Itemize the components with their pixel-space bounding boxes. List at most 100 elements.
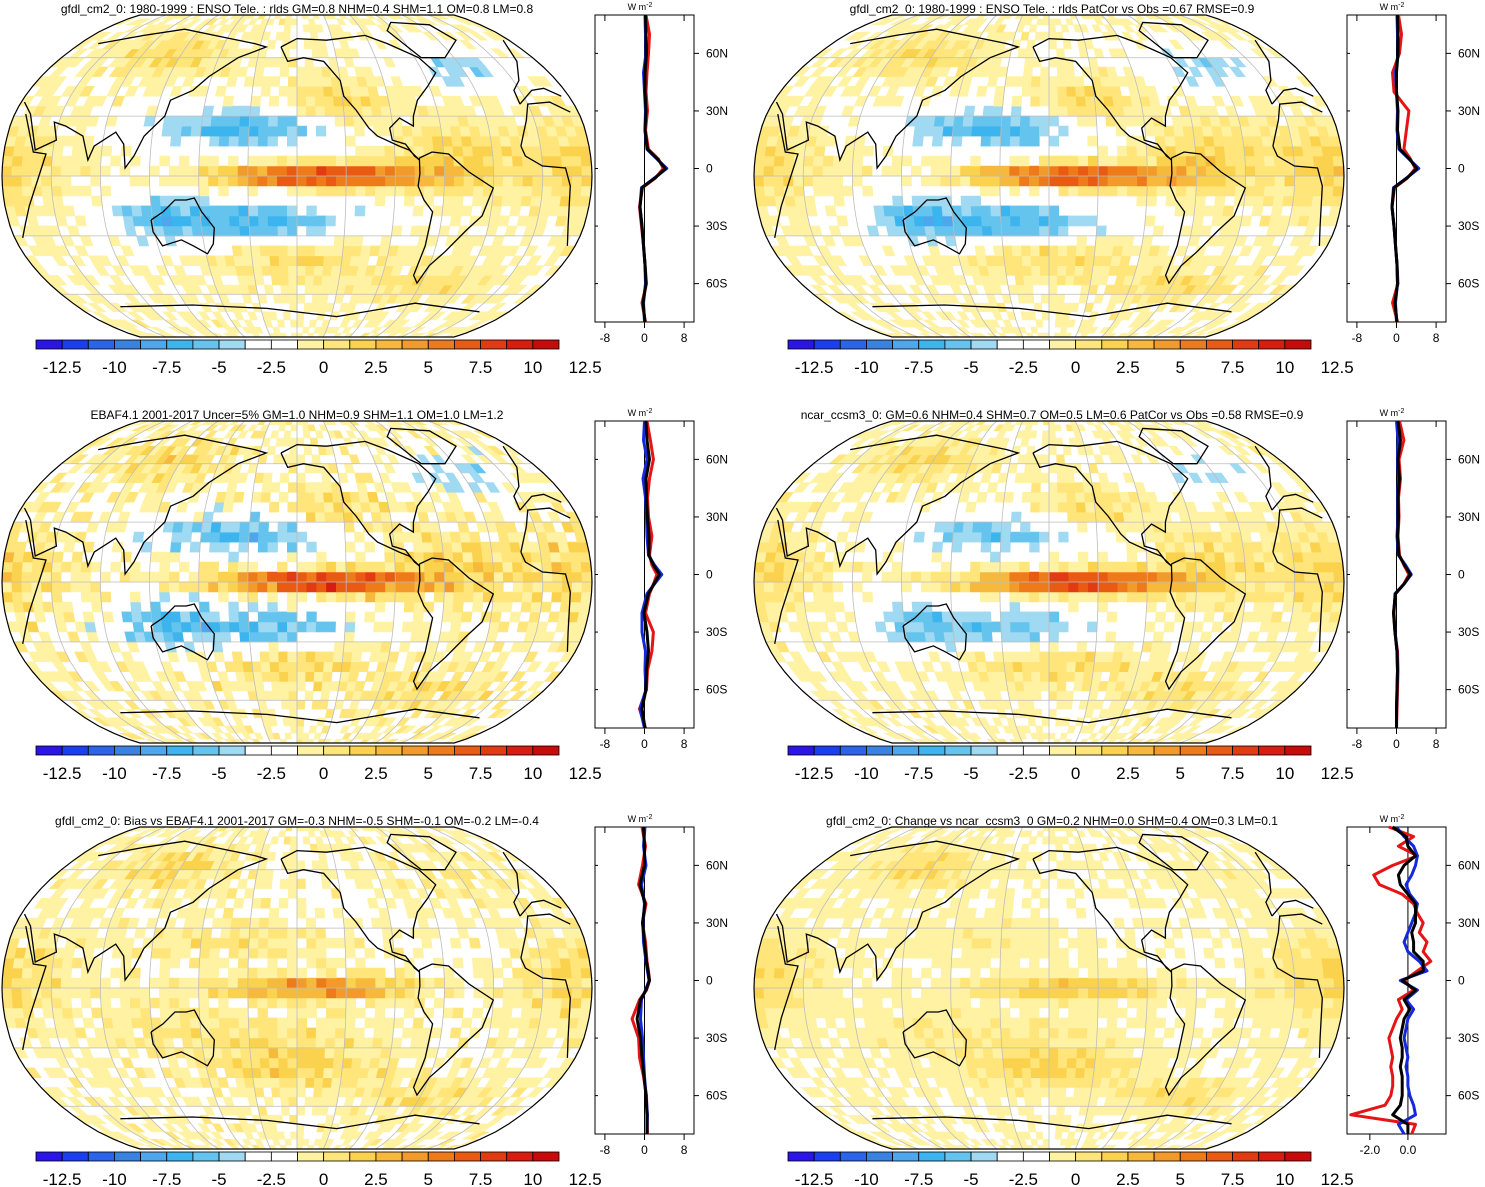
field-cell	[374, 155, 386, 167]
field-cell	[241, 732, 253, 740]
colorbar-swatch	[323, 339, 351, 350]
field-cell	[1287, 265, 1306, 276]
field-cell	[306, 541, 317, 553]
field-cell	[1274, 165, 1286, 177]
field-cell	[233, 491, 245, 503]
profile-line-black	[638, 14, 667, 323]
field-cell	[90, 155, 102, 167]
field-cell	[1068, 175, 1079, 187]
field-cell	[763, 591, 776, 603]
field-cell	[242, 255, 254, 267]
field-cell	[401, 531, 414, 543]
field-cell	[335, 165, 347, 177]
field-cell	[313, 275, 323, 286]
field-cell	[1212, 135, 1225, 147]
field-cell	[132, 621, 145, 633]
field-cell	[1253, 601, 1265, 613]
field-cell	[1073, 681, 1084, 692]
field-cell	[287, 115, 298, 127]
field-cell	[228, 135, 240, 147]
field-cell	[990, 205, 1002, 217]
field-cell	[208, 165, 219, 177]
field-cell	[970, 611, 982, 623]
field-cell	[1065, 18, 1074, 26]
field-cell	[999, 175, 1011, 187]
field-cell	[176, 725, 194, 734]
field-cell	[268, 311, 278, 321]
field-cell	[238, 135, 250, 147]
field-cell	[343, 57, 355, 68]
field-cell	[257, 421, 267, 426]
field-cell	[249, 105, 261, 117]
field-cell	[170, 205, 182, 217]
field-cell	[1243, 145, 1255, 157]
field-cell	[891, 165, 903, 177]
field-cell	[922, 611, 934, 623]
field-cell	[335, 591, 347, 603]
field-cell	[131, 18, 151, 26]
field-cell	[333, 430, 344, 439]
field-cell	[372, 115, 384, 127]
field-cell	[365, 581, 377, 593]
meridian-line	[1127, 15, 1197, 337]
lat-label: 30N	[706, 104, 728, 118]
field-cell	[354, 681, 366, 692]
field-cell	[546, 511, 562, 523]
coastlines	[22, 21, 571, 318]
field-cell	[1038, 581, 1050, 593]
field-cell	[442, 725, 464, 734]
field-cell	[1039, 95, 1050, 107]
colorbar-swatch	[532, 339, 560, 350]
field-cell	[981, 125, 992, 137]
field-cell	[846, 302, 867, 313]
field-cell	[296, 125, 308, 137]
field-cell	[269, 255, 280, 267]
field-cell	[198, 561, 210, 573]
field-cell	[282, 31, 291, 41]
field-cell	[209, 205, 221, 217]
field-cell	[12, 601, 25, 613]
coastline	[150, 197, 215, 255]
field-cell	[922, 205, 934, 217]
field-cell	[1145, 195, 1158, 207]
field-cell	[1058, 571, 1070, 583]
field-cell	[61, 601, 74, 613]
field-cell	[172, 521, 185, 533]
field-cell	[277, 215, 288, 227]
field-cell	[178, 155, 190, 167]
field-cell	[331, 86, 343, 97]
field-cell	[202, 293, 216, 304]
field-cell	[921, 708, 937, 719]
field-cell	[1023, 681, 1033, 692]
field-cell	[450, 95, 465, 107]
field-cell	[91, 601, 103, 613]
field-cell	[1113, 105, 1125, 117]
field-cell	[1087, 732, 1099, 740]
field-cell	[229, 125, 240, 137]
field-cell	[842, 165, 853, 177]
field-cell	[433, 185, 445, 197]
field-cell	[1009, 571, 1020, 583]
field-cell	[267, 175, 278, 187]
field-cell	[1036, 18, 1044, 26]
field-cell	[892, 601, 904, 613]
field-cell	[922, 699, 938, 710]
field-cell	[1083, 86, 1095, 97]
field-cell	[1048, 245, 1059, 257]
field-cell	[803, 195, 816, 207]
field-cell	[981, 631, 993, 643]
field-cell	[70, 155, 83, 167]
colorbar-swatch	[87, 339, 115, 350]
field-cell	[70, 581, 82, 593]
field-cell	[451, 135, 463, 147]
field-cell	[1048, 255, 1059, 267]
field-cell	[489, 541, 502, 553]
field-cell	[314, 661, 325, 673]
field-cell	[345, 185, 357, 197]
field-cell	[851, 175, 863, 187]
field-cell	[311, 454, 321, 465]
field-cell	[124, 86, 139, 97]
field-cell	[1215, 175, 1227, 187]
field-cell	[2, 175, 13, 187]
field-cell	[1066, 255, 1077, 267]
